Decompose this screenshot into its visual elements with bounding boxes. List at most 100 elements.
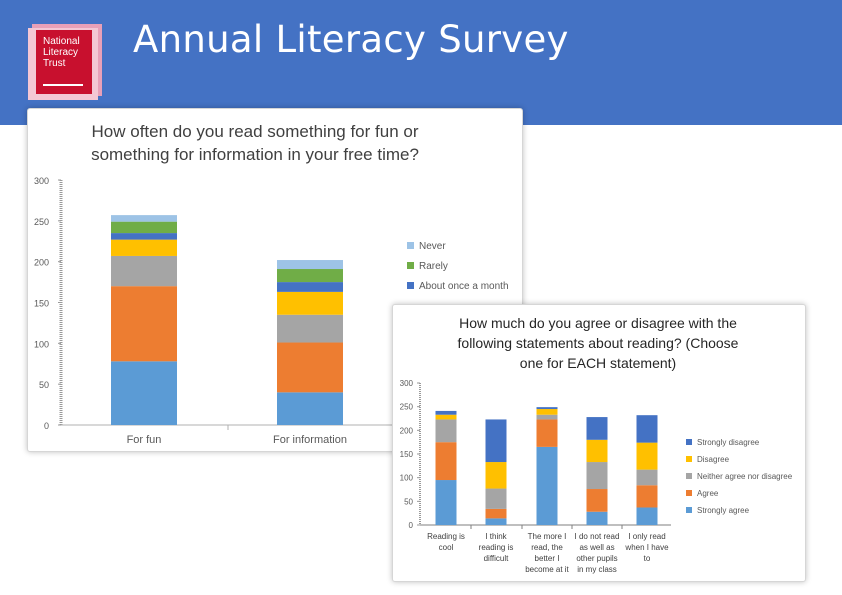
logo-underline <box>43 84 83 86</box>
chart2-x-label-line: in my class <box>577 565 617 574</box>
chart1-legend-label: Never <box>419 241 446 252</box>
chart1-bar-segment <box>111 255 177 287</box>
chart2-x-label-line: I do not read <box>575 532 620 541</box>
chart2-bar-segment <box>586 511 608 525</box>
chart2-legend-swatch <box>686 507 692 513</box>
chart2-x-label-line: I only read <box>628 532 665 541</box>
logo-text-line2: Literacy <box>43 47 79 58</box>
chart2-legend-label: Strongly disagree <box>697 438 760 447</box>
chart2-x-label-line: The more I <box>528 532 567 541</box>
chart1-legend-swatch <box>407 282 414 289</box>
chart1-x-label: For fun <box>127 434 162 446</box>
chart1-title-line: something for information in your free t… <box>91 145 419 164</box>
chart2-x-label-line: as well as <box>579 543 614 552</box>
chart2-y-tick-label: 100 <box>400 474 414 483</box>
chart2-legend-swatch <box>686 439 692 445</box>
chart1-legend-swatch <box>407 262 414 269</box>
chart2-bar-segment <box>586 489 608 512</box>
chart2-legend-label: Agree <box>697 489 719 498</box>
national-literacy-trust-logo: National Literacy Trust <box>28 24 104 100</box>
chart2-legend-swatch <box>686 456 692 462</box>
chart2-y-tick-label: 250 <box>400 403 414 412</box>
chart2-bar-segment <box>485 508 507 519</box>
chart1-bar-segment <box>277 314 343 343</box>
chart2-bar-segment <box>485 462 507 489</box>
chart1-bar-segment <box>111 361 177 425</box>
chart2-x-label-line: better I <box>535 554 560 563</box>
chart2-bar-segment <box>636 507 658 525</box>
chart2-bar-segment <box>435 480 457 525</box>
chart2-bar-segment <box>485 488 507 509</box>
chart1-y-tick-label: 150 <box>34 299 49 309</box>
chart2-bar-segment <box>435 442 457 481</box>
chart1-y-tick-label: 0 <box>44 421 49 431</box>
chart1-title-line: How often do you read something for fun … <box>92 122 419 141</box>
chart2-bar-segment <box>485 518 507 525</box>
chart1-bar-segment <box>111 233 177 240</box>
chart1-bar-segment <box>277 269 343 283</box>
chart2-x-label-line: cool <box>439 543 454 552</box>
chart2-y-tick-label: 0 <box>409 521 414 530</box>
chart1-y-tick-label: 250 <box>34 217 49 227</box>
chart1-bar-segment <box>277 282 343 292</box>
chart2-bar-segment <box>586 462 608 490</box>
chart2-x-label-line: when I have <box>624 543 669 552</box>
reading-attitudes-chart: How much do you agree or disagree with t… <box>400 315 793 574</box>
chart2-legend-label: Neither agree nor disagree <box>697 472 793 481</box>
chart2-bar-segment <box>536 446 558 525</box>
chart1-legend-label: Rarely <box>419 261 448 272</box>
chart2-title-line: following statements about reading? (Cho… <box>458 335 739 351</box>
chart2-x-label-line: become at it <box>525 565 569 574</box>
chart2-bar-segment <box>536 409 558 415</box>
chart2-y-tick-label: 150 <box>400 450 414 459</box>
chart1-bar-segment <box>277 260 343 270</box>
reading-attitudes-chart-card: How much do you agree or disagree with t… <box>392 304 806 582</box>
chart2-y-tick-label: 300 <box>400 379 414 388</box>
logo-text-line3: Trust <box>43 58 66 69</box>
chart2-bar-segment <box>435 419 457 443</box>
chart2-y-tick-label: 50 <box>404 497 413 506</box>
chart1-bar-segment <box>111 239 177 256</box>
chart1-bar-segment <box>277 392 343 425</box>
chart2-x-label-line: I think <box>485 532 507 541</box>
chart1-y-tick-label: 100 <box>34 339 49 349</box>
chart2-bar-segment <box>485 419 507 463</box>
chart2-bar-segment <box>536 414 558 420</box>
chart2-bar-segment <box>586 417 608 440</box>
header-bar: National Literacy Trust Annual Literacy … <box>0 0 842 125</box>
chart2-bar-segment <box>636 415 658 443</box>
chart1-bar-segment <box>277 291 343 315</box>
chart2-bar-segment <box>435 414 457 420</box>
chart1-bar-segment <box>277 342 343 393</box>
chart2-bar-segment <box>435 410 457 415</box>
chart1-legend-swatch <box>407 242 414 249</box>
chart2-x-label-line: read, the <box>531 543 563 552</box>
chart1-bar-segment <box>111 286 177 362</box>
chart1-legend-label: About once a month <box>419 281 509 292</box>
chart2-legend-swatch <box>686 490 692 496</box>
chart2-title-line: How much do you agree or disagree with t… <box>459 315 737 331</box>
reading-frequency-chart: How often do you read something for fun … <box>34 122 509 446</box>
chart2-x-label-line: difficult <box>484 554 510 563</box>
chart2-title-line: one for EACH statement) <box>520 355 676 371</box>
logo-text-line1: National <box>43 36 80 47</box>
chart2-bar-segment <box>636 485 658 508</box>
chart1-bar-segment <box>111 221 177 234</box>
chart2-x-label-line: Reading is <box>427 532 465 541</box>
chart2-x-label-line: reading is <box>479 543 514 552</box>
chart2-bar-segment <box>586 439 608 463</box>
chart2-x-label-line: other pupils <box>576 554 617 563</box>
chart2-bar-segment <box>536 419 558 447</box>
chart2-legend-label: Strongly agree <box>697 506 750 515</box>
chart2-y-tick-label: 200 <box>400 426 414 435</box>
page-title: Annual Literacy Survey <box>133 18 569 61</box>
chart2-legend-label: Disagree <box>697 455 730 464</box>
chart1-x-label: For information <box>273 434 347 446</box>
chart1-y-tick-label: 50 <box>39 380 49 390</box>
chart1-bar-segment <box>111 215 177 222</box>
chart2-bar-segment <box>536 407 558 410</box>
chart1-y-tick-label: 200 <box>34 258 49 268</box>
chart2-x-label-line: to <box>644 554 651 563</box>
logo-badge: National Literacy Trust <box>36 30 92 94</box>
chart2-bar-segment <box>636 469 658 486</box>
